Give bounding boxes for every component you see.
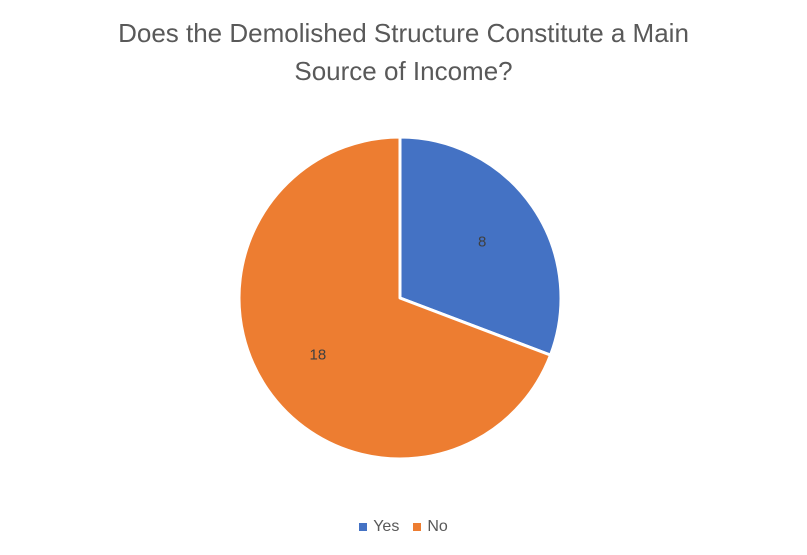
legend-label-yes: Yes bbox=[373, 518, 400, 535]
legend-swatch-no bbox=[413, 523, 422, 531]
pie-slice-no bbox=[237, 135, 553, 461]
pie-slice-yes bbox=[398, 135, 563, 357]
data-label-yes: 8 bbox=[478, 233, 486, 250]
legend-swatch-yes bbox=[359, 523, 368, 531]
legend-item-no: No bbox=[413, 518, 448, 536]
legend-label-no: No bbox=[427, 518, 448, 535]
data-label-no: 18 bbox=[310, 347, 327, 364]
legend: Yes No bbox=[0, 518, 807, 536]
chart-title: Does the Demolished Structure Constitute… bbox=[118, 18, 689, 86]
legend-item-yes: Yes bbox=[359, 518, 399, 536]
